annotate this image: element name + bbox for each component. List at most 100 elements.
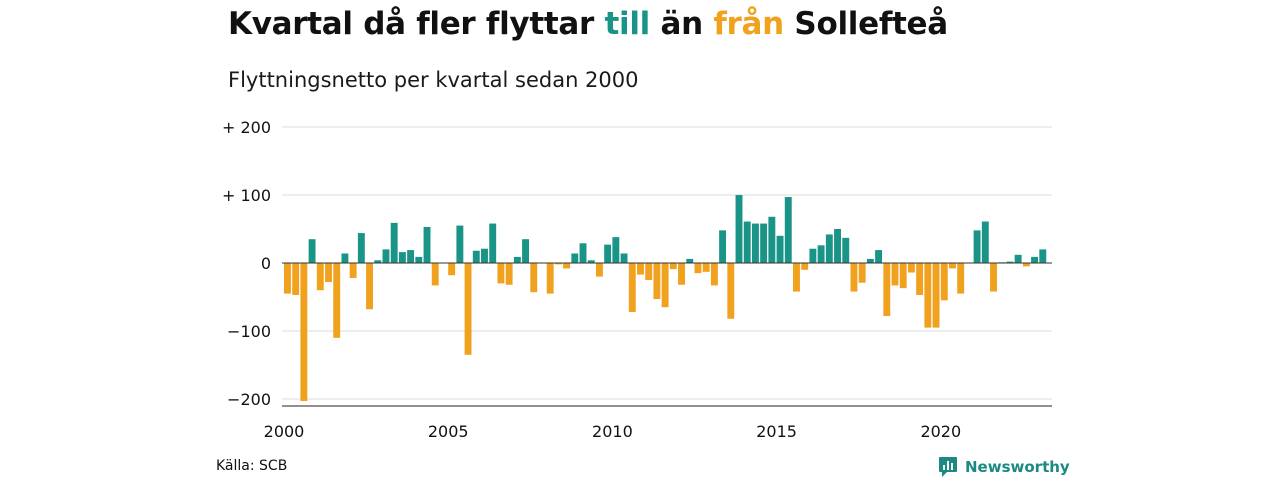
bar xyxy=(1031,256,1039,263)
bar xyxy=(694,263,702,274)
bar xyxy=(858,263,866,283)
x-tick-label: 2015 xyxy=(756,422,797,441)
bar xyxy=(735,195,743,263)
y-tick-label: −200 xyxy=(227,390,271,409)
bar xyxy=(341,253,349,263)
brand-logo: Newsworthy xyxy=(938,456,1070,478)
bar xyxy=(530,263,538,293)
y-tick-label: + 100 xyxy=(222,186,271,205)
bar xyxy=(710,263,718,286)
title-part-2: än xyxy=(649,6,714,42)
bar xyxy=(891,263,899,286)
bar xyxy=(604,244,612,263)
bar xyxy=(932,263,940,328)
bar xyxy=(678,263,685,285)
bar xyxy=(554,263,562,265)
bar xyxy=(809,248,817,263)
bar xyxy=(940,263,948,301)
y-tick-label: 0 xyxy=(261,254,271,273)
y-tick-label: −100 xyxy=(227,322,271,341)
bar xyxy=(883,263,891,317)
bar xyxy=(415,256,423,263)
x-tick-label: 2000 xyxy=(264,422,305,441)
bar xyxy=(456,225,464,263)
bar xyxy=(481,248,488,263)
x-tick-label: 2020 xyxy=(920,422,961,441)
bar xyxy=(637,263,644,275)
bar xyxy=(686,258,694,263)
x-tick-label: 2005 xyxy=(428,422,469,441)
bar xyxy=(661,263,669,308)
bar xyxy=(628,263,636,312)
bar xyxy=(349,263,357,278)
bar xyxy=(899,263,907,289)
y-tick-label: + 200 xyxy=(222,118,271,137)
title-part-3: Sollefteå xyxy=(783,6,948,42)
bar xyxy=(653,263,661,300)
bar xyxy=(316,263,324,291)
bar xyxy=(727,263,735,319)
bar xyxy=(374,260,382,263)
bar xyxy=(751,223,759,263)
bar xyxy=(924,263,932,328)
bar xyxy=(768,216,776,263)
bar xyxy=(431,263,439,286)
bar xyxy=(366,263,374,310)
bar xyxy=(300,263,308,402)
bar xyxy=(325,263,332,283)
title-part-1: Kvartal då fler flyttar xyxy=(228,6,605,42)
bar xyxy=(793,263,800,292)
bar xyxy=(333,263,341,338)
bar xyxy=(620,253,628,263)
bar xyxy=(464,263,472,355)
bar xyxy=(448,263,456,276)
title-word-fran: från xyxy=(713,6,784,42)
bar xyxy=(990,263,997,292)
bar xyxy=(579,243,587,263)
bar xyxy=(743,221,751,263)
newsworthy-logo-icon xyxy=(939,457,957,477)
bar xyxy=(834,229,841,263)
bar xyxy=(571,253,579,263)
bar xyxy=(489,223,497,263)
bar xyxy=(357,233,365,263)
chart-subtitle: Flyttningsnetto per kvartal sedan 2000 xyxy=(228,68,639,92)
title-word-till: till xyxy=(604,6,650,42)
bar xyxy=(801,263,809,270)
bar xyxy=(398,252,406,263)
bar xyxy=(513,256,521,263)
bar xyxy=(472,250,480,263)
bar xyxy=(587,260,595,263)
bar xyxy=(595,263,603,277)
bar xyxy=(907,263,915,273)
bar xyxy=(284,263,291,294)
bar xyxy=(719,230,727,263)
bar xyxy=(973,230,981,263)
bar xyxy=(563,263,571,269)
bar xyxy=(407,250,415,263)
bar xyxy=(875,250,883,263)
bar xyxy=(949,263,956,269)
bar xyxy=(776,235,784,263)
bar xyxy=(981,221,989,263)
bar xyxy=(546,263,554,294)
bar xyxy=(916,263,924,295)
bar xyxy=(702,263,710,272)
bar xyxy=(1014,254,1022,263)
bar xyxy=(382,249,390,263)
bar xyxy=(390,222,398,263)
bar xyxy=(842,237,850,263)
bar xyxy=(522,239,529,263)
bar xyxy=(866,258,874,263)
bar xyxy=(497,263,505,284)
chart-title: Kvartal då fler flyttar till än från Sol… xyxy=(228,6,948,42)
bar xyxy=(850,263,858,292)
bar xyxy=(760,223,768,263)
bar xyxy=(817,245,825,263)
brand-name: Newsworthy xyxy=(965,458,1070,476)
bar xyxy=(1039,249,1047,263)
source-note: Källa: SCB xyxy=(216,458,288,474)
bar xyxy=(1006,261,1014,263)
bar xyxy=(669,263,677,270)
